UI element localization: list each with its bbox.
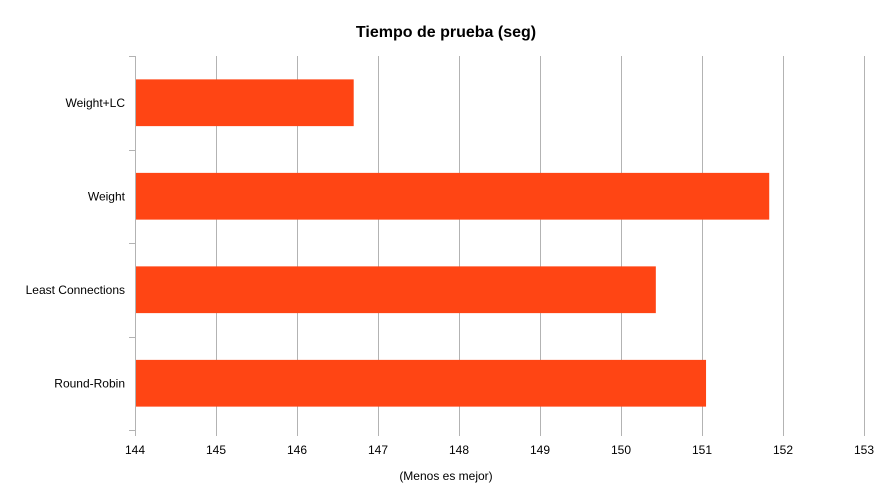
bar (136, 172, 770, 220)
axis-layer (129, 56, 865, 436)
x-tick-label: 153 (854, 443, 874, 457)
x-tick-label: 144 (125, 443, 145, 457)
x-tick-label: 148 (449, 443, 469, 457)
x-tick-label: 149 (530, 443, 550, 457)
x-tick-label: 147 (368, 443, 388, 457)
x-tick-label: 151 (692, 443, 712, 457)
bar-layer (136, 79, 770, 407)
chart-title: Tiempo de prueba (seg) (356, 24, 536, 41)
bar (136, 266, 656, 314)
x-tick-label: 152 (773, 443, 793, 457)
category-label: Weight+LC (66, 96, 126, 110)
category-label: Weight (88, 189, 126, 203)
x-tick-label: 145 (206, 443, 226, 457)
bar (136, 359, 707, 407)
category-label: Least Connections (26, 283, 125, 297)
x-axis-caption: (Menos es mejor) (399, 469, 492, 483)
x-tick-label: 146 (287, 443, 307, 457)
x-tick-label: 150 (611, 443, 631, 457)
label-layer: 144 145 146 147 148 149 150 151 152 153 Weight+LC W… (26, 96, 875, 457)
category-label: Round-Robin (54, 376, 125, 390)
bar (136, 79, 354, 127)
